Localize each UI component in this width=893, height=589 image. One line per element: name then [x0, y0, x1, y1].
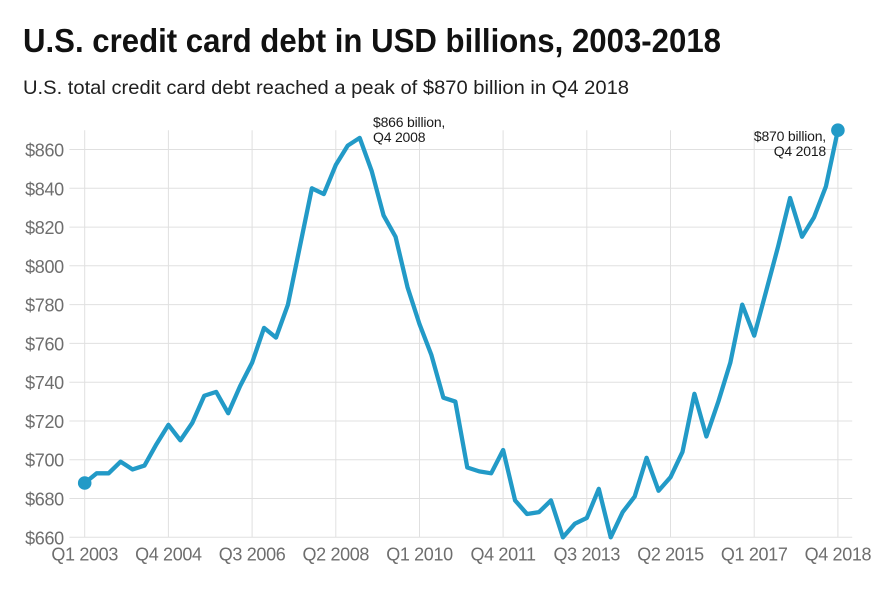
svg-text:$780: $780 — [25, 296, 64, 316]
svg-text:$860: $860 — [25, 141, 64, 161]
svg-text:$680: $680 — [25, 490, 64, 510]
svg-text:Q2 2015: Q2 2015 — [637, 545, 704, 565]
svg-text:$740: $740 — [25, 373, 64, 393]
svg-text:$660: $660 — [25, 528, 64, 548]
svg-text:Q3 2013: Q3 2013 — [553, 545, 620, 565]
svg-text:Q1 2017: Q1 2017 — [721, 545, 788, 565]
svg-text:Q1 2010: Q1 2010 — [386, 545, 453, 565]
svg-text:Q4 2004: Q4 2004 — [135, 545, 202, 565]
svg-text:Q4 2011: Q4 2011 — [470, 545, 536, 565]
svg-text:$820: $820 — [25, 218, 64, 238]
svg-text:$800: $800 — [25, 257, 64, 277]
svg-text:Q2 2008: Q2 2008 — [302, 545, 369, 565]
svg-text:Q3 2006: Q3 2006 — [219, 545, 286, 565]
svg-text:$720: $720 — [25, 412, 64, 432]
svg-text:Q4 2018: Q4 2018 — [805, 545, 872, 565]
svg-text:Q1 2003: Q1 2003 — [51, 545, 118, 565]
svg-text:$840: $840 — [25, 179, 64, 199]
svg-text:$760: $760 — [25, 334, 64, 354]
svg-text:$700: $700 — [25, 451, 64, 471]
